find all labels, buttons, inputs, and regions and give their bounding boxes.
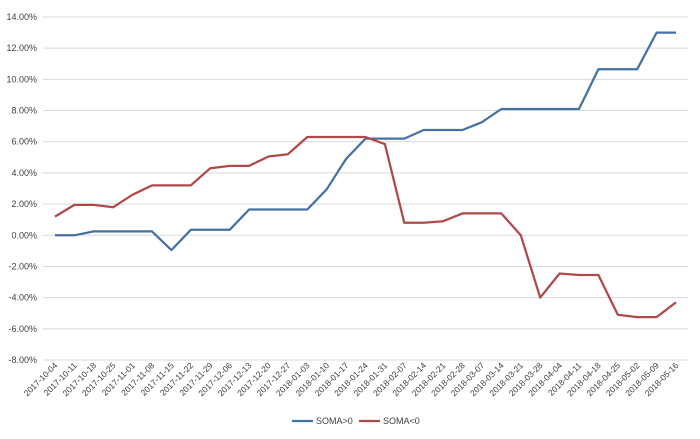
- data-point: [170, 249, 172, 251]
- data-point: [597, 274, 599, 276]
- data-point: [228, 165, 230, 167]
- data-point: [267, 155, 269, 157]
- y-tick-label: 6.00%: [11, 137, 37, 147]
- y-tick-label: 14.00%: [6, 12, 37, 22]
- data-point: [112, 206, 114, 208]
- legend-label: SOMA>0: [316, 416, 353, 426]
- data-point: [209, 167, 211, 169]
- data-point: [325, 136, 327, 138]
- data-point: [384, 143, 386, 145]
- data-point: [655, 31, 657, 33]
- data-point: [636, 316, 638, 318]
- data-point: [423, 222, 425, 224]
- data-point: [131, 194, 133, 196]
- series-1: [54, 31, 677, 252]
- data-point: [461, 129, 463, 131]
- data-point: [539, 108, 541, 110]
- data-point: [520, 234, 522, 236]
- data-point: [500, 212, 502, 214]
- data-point: [325, 188, 327, 190]
- y-tick-label: -4.00%: [8, 293, 37, 303]
- data-point: [93, 204, 95, 206]
- y-tick-label: 4.00%: [11, 168, 37, 178]
- data-point: [287, 153, 289, 155]
- legend-item: SOMA<0: [359, 416, 420, 426]
- data-point: [617, 314, 619, 316]
- data-point: [131, 230, 133, 232]
- data-point: [675, 301, 677, 303]
- series-line: [54, 135, 677, 319]
- y-tick-label: 12.00%: [6, 43, 37, 53]
- data-point: [267, 208, 269, 210]
- data-point: [248, 165, 250, 167]
- data-point: [442, 220, 444, 222]
- y-tick-label: -8.00%: [8, 355, 37, 365]
- data-point: [151, 230, 153, 232]
- data-point: [287, 208, 289, 210]
- series-lines: [54, 31, 677, 319]
- series-2: [54, 135, 677, 319]
- y-tick-label: 0.00%: [11, 230, 37, 240]
- legend-item: SOMA>0: [292, 416, 353, 426]
- data-point: [481, 121, 483, 123]
- data-point: [73, 234, 75, 236]
- data-point: [54, 215, 56, 217]
- data-point: [481, 212, 483, 214]
- data-point: [248, 208, 250, 210]
- y-tick-label: -6.00%: [8, 324, 37, 334]
- data-point: [636, 68, 638, 70]
- legend-label: SOMA<0: [383, 416, 420, 426]
- data-point: [578, 108, 580, 110]
- data-point: [655, 316, 657, 318]
- data-point: [170, 184, 172, 186]
- data-point: [151, 184, 153, 186]
- data-point: [190, 229, 192, 231]
- data-point: [461, 212, 463, 214]
- data-point: [442, 129, 444, 131]
- legend: SOMA>0 SOMA<0: [292, 416, 420, 426]
- data-point: [345, 136, 347, 138]
- data-point: [345, 158, 347, 160]
- gridlines: [43, 16, 688, 361]
- data-point: [228, 229, 230, 231]
- data-point: [384, 137, 386, 139]
- data-point: [558, 272, 560, 274]
- data-point: [306, 208, 308, 210]
- data-point: [54, 234, 56, 236]
- data-point: [675, 31, 677, 33]
- data-point: [520, 108, 522, 110]
- data-point: [500, 108, 502, 110]
- series-line: [55, 31, 676, 252]
- data-point: [403, 222, 405, 224]
- data-point: [539, 296, 541, 298]
- y-axis-tick-labels: -8.00% -6.00% -4.00% -2.00% 0.00% 2.00% 4.00% 6…: [6, 12, 37, 365]
- x-axis-tick-labels: 2017-10-042017-10-112017-10-182017-10-25…: [22, 360, 681, 398]
- data-point: [306, 136, 308, 138]
- data-point: [93, 230, 95, 232]
- data-point: [597, 68, 599, 70]
- data-point: [578, 274, 580, 276]
- y-tick-label: -2.00%: [8, 261, 37, 271]
- y-tick-label: 8.00%: [11, 106, 37, 116]
- data-point: [617, 68, 619, 70]
- data-point: [209, 229, 211, 231]
- data-point: [112, 230, 114, 232]
- y-tick-label: 2.00%: [11, 199, 37, 209]
- data-point: [558, 108, 560, 110]
- data-point: [190, 184, 192, 186]
- data-point: [423, 129, 425, 131]
- data-point: [364, 136, 366, 138]
- data-point: [73, 204, 75, 206]
- data-point: [403, 137, 405, 139]
- y-tick-label: 10.00%: [6, 74, 37, 84]
